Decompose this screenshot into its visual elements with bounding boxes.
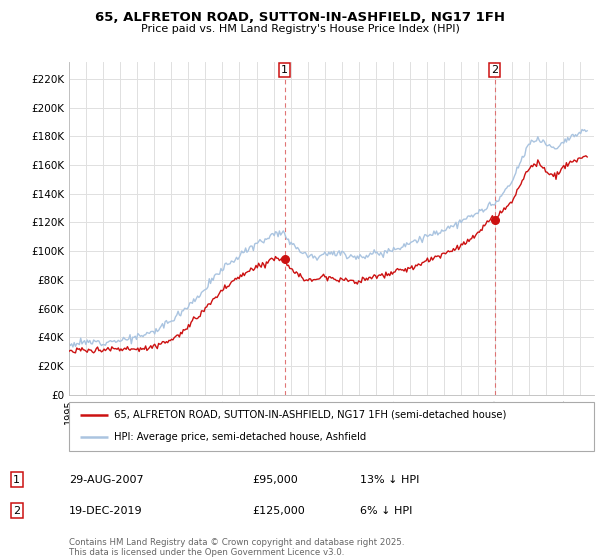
Text: 1: 1: [281, 65, 288, 75]
Text: £125,000: £125,000: [252, 506, 305, 516]
Text: 65, ALFRETON ROAD, SUTTON-IN-ASHFIELD, NG17 1FH: 65, ALFRETON ROAD, SUTTON-IN-ASHFIELD, N…: [95, 11, 505, 24]
Text: HPI: Average price, semi-detached house, Ashfield: HPI: Average price, semi-detached house,…: [113, 432, 366, 442]
Text: 19-DEC-2019: 19-DEC-2019: [69, 506, 143, 516]
Text: 1: 1: [13, 475, 20, 485]
Text: Contains HM Land Registry data © Crown copyright and database right 2025.
This d: Contains HM Land Registry data © Crown c…: [69, 538, 404, 557]
Text: 6% ↓ HPI: 6% ↓ HPI: [360, 506, 412, 516]
Text: Price paid vs. HM Land Registry's House Price Index (HPI): Price paid vs. HM Land Registry's House …: [140, 24, 460, 34]
Text: 13% ↓ HPI: 13% ↓ HPI: [360, 475, 419, 485]
Text: 2: 2: [491, 65, 498, 75]
Text: 29-AUG-2007: 29-AUG-2007: [69, 475, 143, 485]
Text: 65, ALFRETON ROAD, SUTTON-IN-ASHFIELD, NG17 1FH (semi-detached house): 65, ALFRETON ROAD, SUTTON-IN-ASHFIELD, N…: [113, 410, 506, 420]
FancyBboxPatch shape: [69, 402, 594, 451]
Text: 2: 2: [13, 506, 20, 516]
Text: £95,000: £95,000: [252, 475, 298, 485]
